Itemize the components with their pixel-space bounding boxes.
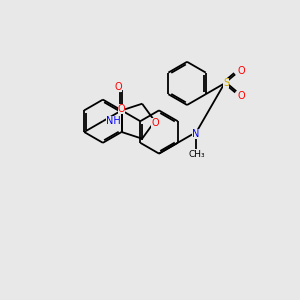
Text: N: N [192, 128, 200, 139]
Text: O: O [118, 104, 125, 114]
Text: CH₃: CH₃ [188, 150, 205, 159]
Text: NH: NH [106, 116, 121, 126]
Text: O: O [151, 118, 159, 128]
Text: O: O [114, 82, 122, 92]
Text: S: S [223, 78, 229, 88]
Text: O: O [238, 65, 245, 76]
Text: O: O [238, 91, 245, 101]
